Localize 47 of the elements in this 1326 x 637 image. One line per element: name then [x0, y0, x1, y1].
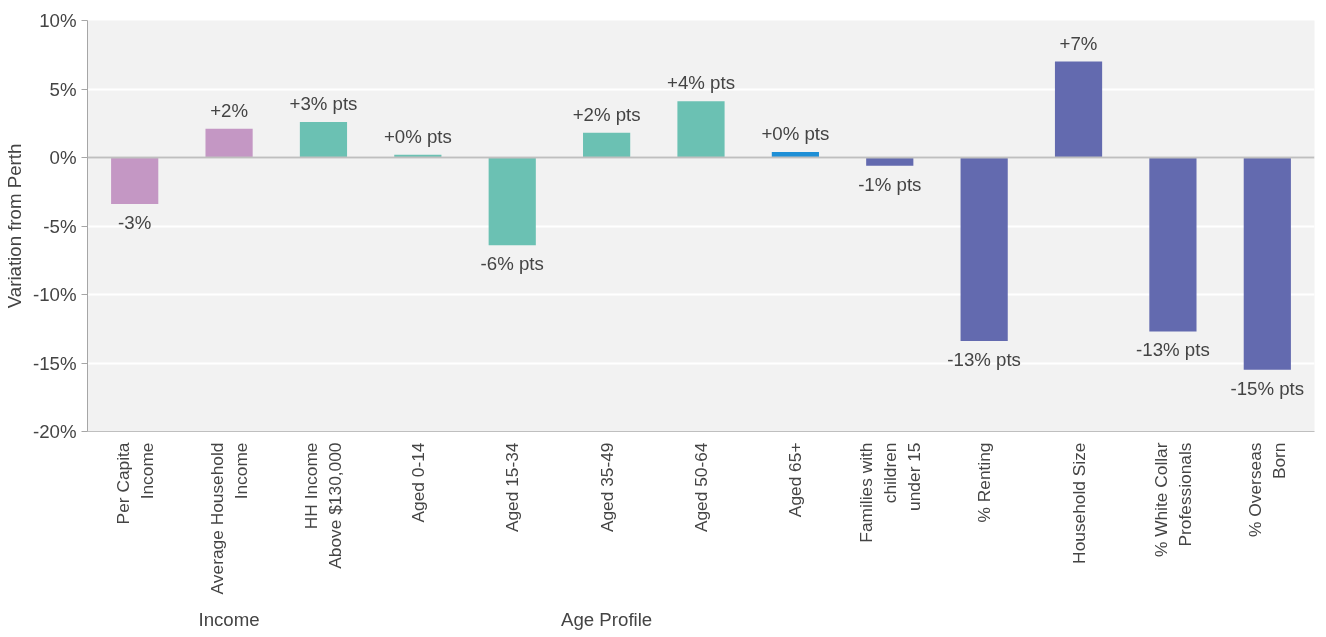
data-label: -1% pts: [858, 173, 922, 195]
y-tick-label: -20%: [32, 421, 77, 442]
x-tick-label: % Overseas Born: [1245, 442, 1290, 537]
data-label: +0% pts: [761, 123, 830, 145]
bar: [488, 157, 536, 246]
y-tick-label: -10%: [32, 284, 77, 305]
y-tick-label: 0%: [49, 147, 77, 168]
data-label: -13% pts: [1136, 339, 1210, 361]
x-tick-label: Aged 15-34: [502, 442, 523, 533]
data-label: +2% pts: [572, 103, 641, 125]
bar: [583, 132, 631, 158]
bar: [1243, 157, 1291, 370]
y-axis-title: Variation from Perth: [3, 143, 25, 309]
data-label: -3%: [118, 212, 152, 234]
bar: [771, 152, 819, 158]
y-tick-label: 5%: [49, 78, 77, 100]
data-label: +2%: [210, 99, 249, 121]
x-tick-label: Aged 0-14: [407, 442, 428, 523]
data-label: +0% pts: [383, 125, 452, 147]
bar: [299, 121, 348, 158]
data-label: -13% pts: [947, 349, 1021, 371]
x-tick-label: Families with children under 15: [855, 442, 924, 543]
x-tick-label: Per Capita Income: [112, 442, 157, 525]
x-tick-label: Aged 65+: [785, 442, 806, 518]
y-tick-label: 10%: [39, 10, 77, 31]
y-tick-label: -5%: [43, 215, 77, 237]
x-tick-label: Aged 35-49: [596, 442, 617, 533]
bar: [960, 157, 1008, 342]
bar: [1149, 157, 1197, 332]
data-label: +3% pts: [289, 92, 358, 114]
x-tick-label: Average Household Income: [207, 442, 252, 595]
data-label: +4% pts: [667, 72, 735, 94]
bar: [111, 157, 159, 205]
bar: [1054, 61, 1103, 158]
text: Income: [198, 608, 260, 630]
text: Age Profile: [560, 608, 653, 630]
bar: [205, 128, 253, 158]
x-tick-label: HH Income Above $130,000: [301, 442, 346, 569]
x-tick-label: % White Collar Professionals: [1150, 442, 1195, 558]
data-label: -15% pts: [1230, 377, 1305, 399]
x-tick-label: Aged 50-64: [691, 442, 711, 533]
y-tick-label: -15%: [32, 352, 77, 374]
bar: [677, 101, 725, 158]
data-label: -6% pts: [480, 253, 544, 275]
data-label: +7%: [1059, 32, 1098, 54]
x-tick-label: Household Size: [1068, 442, 1089, 564]
x-tick-label: % Renting: [974, 442, 995, 523]
